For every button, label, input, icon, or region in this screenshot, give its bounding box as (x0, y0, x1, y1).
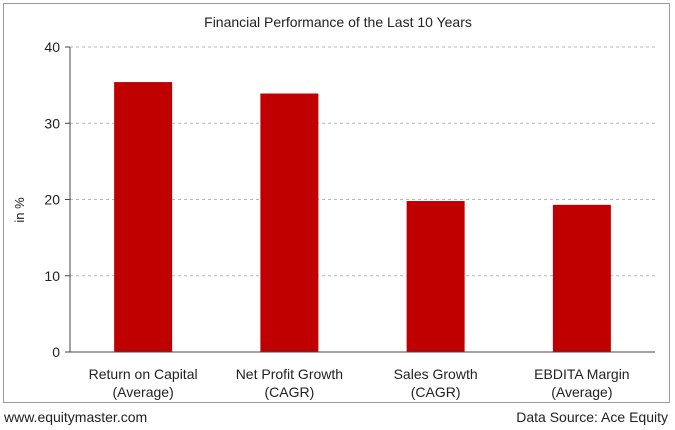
website-credit: www.equitymaster.com (4, 409, 148, 425)
x-tick-label: (CAGR) (264, 384, 314, 400)
x-tick-label: (Average) (551, 384, 612, 400)
x-tick-label: (Average) (113, 384, 174, 400)
bar (260, 93, 319, 352)
bar (406, 201, 465, 352)
chart-title: Financial Performance of the Last 10 Yea… (204, 14, 472, 30)
x-tick-label: Return on Capital (89, 366, 198, 382)
bar (114, 82, 173, 352)
y-tick-label: 20 (44, 192, 60, 208)
x-tick-label: (CAGR) (411, 384, 461, 400)
y-tick-label: 0 (52, 344, 60, 360)
data-source-credit: Data Source: Ace Equity (516, 409, 668, 425)
y-tick-label: 10 (44, 268, 60, 284)
y-tick-label: 40 (44, 39, 60, 55)
x-tick-label: Net Profit Growth (236, 366, 343, 382)
bar (552, 204, 611, 352)
x-tick-label: EBDITA Margin (534, 366, 629, 382)
x-tick-label: Sales Growth (394, 366, 478, 382)
y-axis-label: in % (12, 197, 27, 223)
y-tick-label: 30 (44, 115, 60, 131)
